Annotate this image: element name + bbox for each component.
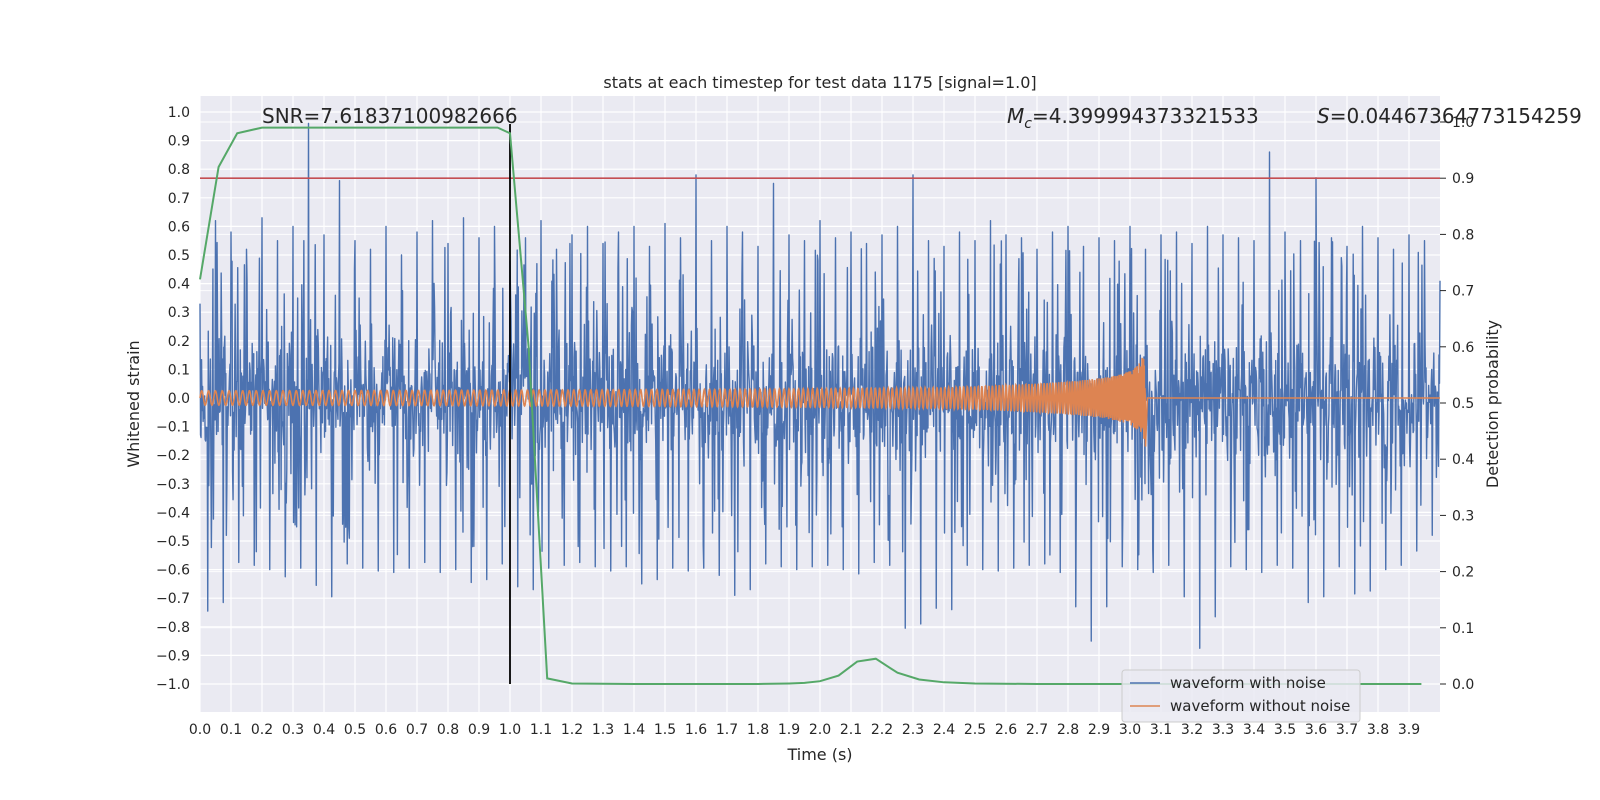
s-value: =0.04467364773154259	[1330, 104, 1582, 128]
y-tick-label: −0.6	[156, 563, 190, 579]
y-tick-label: 1.0	[168, 105, 190, 121]
series-waveform-with-noise	[199, 122, 1441, 649]
y2-tick-label: 0.6	[1452, 340, 1474, 356]
x-tick-label: 0.5	[344, 722, 366, 738]
y2-tick-label: 0.4	[1452, 452, 1474, 468]
x-tick-label: 2.1	[840, 722, 862, 738]
s-annotation: S=0.04467364773154259	[1317, 104, 1582, 128]
y2-tick-label: 0.2	[1452, 565, 1474, 581]
detection-probability-line	[199, 126, 1422, 685]
x-tick-label: 1.4	[623, 722, 645, 738]
y2-axis-ticks: 1.0 0.9 0.8 0.7 0.6 0.5 0.4 0.3 0.2 0.1 0.0	[1440, 115, 1474, 693]
y2-axis-label: Detection probability	[1483, 320, 1502, 488]
y-tick-label: −0.4	[156, 505, 190, 521]
x-tick-label: 1.0	[499, 722, 521, 738]
y-tick-label: −0.1	[156, 420, 190, 436]
y2-tick-label: 0.9	[1452, 171, 1474, 187]
x-tick-label: 3.1	[1150, 722, 1172, 738]
chirp-mass-value: =4.399994373321533	[1032, 104, 1259, 128]
x-tick-label: 3.3	[1212, 722, 1234, 738]
y-axis-label: Whitened strain	[124, 340, 143, 467]
x-axis-label: Time (s)	[786, 745, 852, 764]
chirp-mass-symbol: M	[1007, 104, 1024, 128]
x-tick-label: 2.3	[902, 722, 924, 738]
snr-annotation: SNR=7.61837100982666	[262, 104, 518, 128]
x-tick-label: 1.2	[561, 722, 583, 738]
y2-tick-label: 0.1	[1452, 621, 1474, 637]
x-tick-label: 3.2	[1181, 722, 1203, 738]
y-tick-label: 0.0	[168, 391, 190, 407]
x-tick-label: 0.7	[406, 722, 428, 738]
y2-tick-label: 0.5	[1452, 396, 1474, 412]
y-tick-label: 0.9	[168, 134, 190, 150]
reference-lines	[200, 124, 1440, 684]
x-tick-label: 2.2	[871, 722, 893, 738]
x-axis-ticks: 0.0 0.1 0.2 0.3 0.4 0.5 0.6 0.7 0.8 0.9 1.0 1.1 1.2 1…	[189, 722, 1420, 738]
x-tick-label: 3.5	[1274, 722, 1296, 738]
series-waveform-without-noise	[199, 357, 1440, 447]
x-tick-label: 0.0	[189, 722, 211, 738]
y-tick-label: −0.3	[156, 477, 190, 493]
x-tick-label: 3.0	[1119, 722, 1141, 738]
y-tick-label: 0.2	[168, 334, 190, 350]
x-tick-label: 0.6	[375, 722, 397, 738]
x-tick-label: 2.0	[809, 722, 831, 738]
x-tick-label: 1.1	[530, 722, 552, 738]
x-tick-label: 1.6	[685, 722, 707, 738]
x-tick-label: 3.8	[1367, 722, 1389, 738]
y2-tick-label: 0.0	[1452, 677, 1474, 693]
x-tick-label: 2.9	[1088, 722, 1110, 738]
y2-tick-label: 0.8	[1452, 227, 1474, 243]
series-detection-probability	[199, 126, 1422, 685]
legend-label-clean: waveform without noise	[1170, 697, 1350, 715]
chirp-mass-annotation: Mc=4.399994373321533	[1007, 104, 1259, 132]
x-tick-label: 1.3	[592, 722, 614, 738]
x-tick-label: 2.6	[995, 722, 1017, 738]
x-tick-label: 2.7	[1026, 722, 1048, 738]
y-axis-ticks: 1.0 0.9 0.8 0.7 0.6 0.5 0.4 0.3 0.2 0.1 0.0 −0.1 −0.…	[156, 105, 190, 693]
x-tick-label: 0.4	[313, 722, 335, 738]
y-tick-label: −0.7	[156, 591, 190, 607]
x-tick-label: 3.9	[1398, 722, 1420, 738]
x-tick-label: 2.4	[933, 722, 955, 738]
x-tick-label: 0.9	[468, 722, 490, 738]
y-tick-label: 0.1	[168, 362, 190, 378]
y-tick-label: −0.2	[156, 448, 190, 464]
x-tick-label: 2.8	[1057, 722, 1079, 738]
y2-tick-label: 0.7	[1452, 284, 1474, 300]
x-tick-label: 0.8	[437, 722, 459, 738]
y-tick-label: −0.5	[156, 534, 190, 550]
x-tick-label: 3.7	[1336, 722, 1358, 738]
y-tick-label: −0.8	[156, 620, 190, 636]
x-tick-label: 2.5	[964, 722, 986, 738]
x-tick-label: 3.6	[1305, 722, 1327, 738]
y-tick-label: −0.9	[156, 648, 190, 664]
y2-tick-label: 0.3	[1452, 508, 1474, 524]
clean-waveform-line	[199, 357, 1440, 447]
y-tick-label: 0.4	[168, 277, 190, 293]
x-tick-label: 0.2	[251, 722, 273, 738]
legend-label-noise: waveform with noise	[1170, 674, 1326, 692]
y-tick-label: −1.0	[156, 677, 190, 693]
y-tick-label: 0.7	[168, 191, 190, 207]
legend-box	[1121, 669, 1361, 723]
x-tick-label: 1.9	[778, 722, 800, 738]
x-tick-label: 0.3	[282, 722, 304, 738]
chirp-mass-subscript: c	[1024, 116, 1032, 132]
y-tick-label: 0.3	[168, 305, 190, 321]
y-tick-label: 0.8	[168, 162, 190, 178]
noise-waveform-line	[199, 122, 1441, 649]
x-tick-label: 1.5	[654, 722, 676, 738]
x-tick-label: 3.4	[1243, 722, 1265, 738]
legend: waveform with noise waveform without noi…	[1121, 669, 1361, 723]
x-tick-label: 1.7	[716, 722, 738, 738]
chart-title: stats at each timestep for test data 117…	[603, 73, 1036, 92]
y-tick-label: 0.5	[168, 248, 190, 264]
s-symbol: S	[1317, 104, 1330, 128]
x-tick-label: 1.8	[747, 722, 769, 738]
y2-tick-label: 1.0	[1452, 115, 1474, 131]
x-tick-label: 0.1	[220, 722, 242, 738]
y-tick-label: 0.6	[168, 219, 190, 235]
